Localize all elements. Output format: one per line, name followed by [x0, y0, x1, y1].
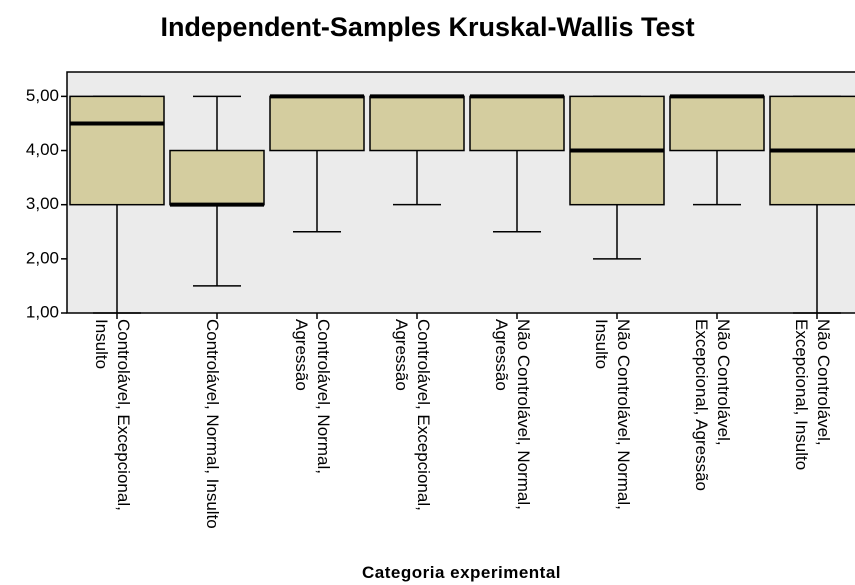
x-tick-label: Não Controlável, Normal, Agressão: [492, 319, 533, 510]
box: [169, 149, 265, 206]
x-tick-label: Controlável, Normal, Insulto: [203, 319, 222, 529]
x-tick-label: Não Controlável, Normal, Insulto: [592, 319, 633, 510]
x-tick-label: Controlável, Excepcional, Insulto: [92, 319, 133, 511]
x-tick-label: Controlável, Normal, Agressão: [292, 319, 333, 474]
box: [369, 95, 465, 152]
x-tick-label: Controlável, Excepcional, Agressão: [392, 319, 433, 511]
x-tick-label: Não Controlável, Excepcional, Agressão: [692, 319, 733, 491]
box: [269, 95, 365, 152]
box: [469, 95, 565, 152]
y-tick-label: 4,00: [26, 140, 59, 159]
chart-title: Independent-Samples Kruskal-Wallis Test: [160, 12, 695, 42]
y-tick-label: 5,00: [26, 86, 59, 105]
box: [669, 95, 765, 152]
x-axis-title: Categoria experimental: [361, 563, 561, 582]
y-tick-label: 3,00: [26, 194, 59, 213]
y-tick-label: 1,00: [26, 302, 59, 321]
box: [69, 95, 165, 206]
y-tick-label: 2,00: [26, 248, 59, 267]
x-tick-label: Não Controlável, Excepcional, Insulto: [792, 319, 833, 471]
